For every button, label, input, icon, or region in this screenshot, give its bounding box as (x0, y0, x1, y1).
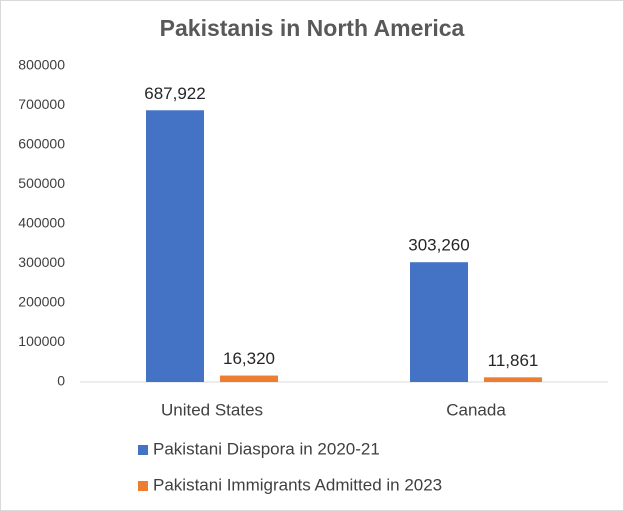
legend-label: Pakistani Diaspora in 2020-21 (153, 439, 380, 458)
chart-title: Pakistanis in North America (160, 15, 465, 41)
y-tick-label: 500000 (18, 175, 65, 191)
x-tick-label: Canada (446, 400, 506, 419)
value-label: 687,922 (144, 84, 205, 103)
y-tick-label: 400000 (18, 215, 65, 231)
y-tick-label: 200000 (18, 294, 65, 310)
value-label: 11,861 (488, 351, 539, 370)
bar (220, 375, 278, 382)
y-tick-label: 300000 (18, 254, 65, 270)
legend-swatch (138, 445, 148, 455)
y-tick-label: 100000 (18, 333, 65, 349)
value-label: 16,320 (223, 349, 275, 368)
y-tick-label: 0 (57, 373, 65, 389)
x-tick-label: United States (161, 400, 263, 419)
legend-label: Pakistani Immigrants Admitted in 2023 (153, 475, 442, 494)
value-label: 303,260 (408, 236, 469, 255)
y-tick-label: 800000 (18, 57, 65, 73)
y-tick-label: 600000 (18, 136, 65, 152)
bar (410, 262, 468, 382)
legend-swatch (138, 481, 148, 491)
bar (484, 377, 542, 382)
bar (146, 110, 204, 382)
y-tick-label: 700000 (18, 96, 65, 112)
